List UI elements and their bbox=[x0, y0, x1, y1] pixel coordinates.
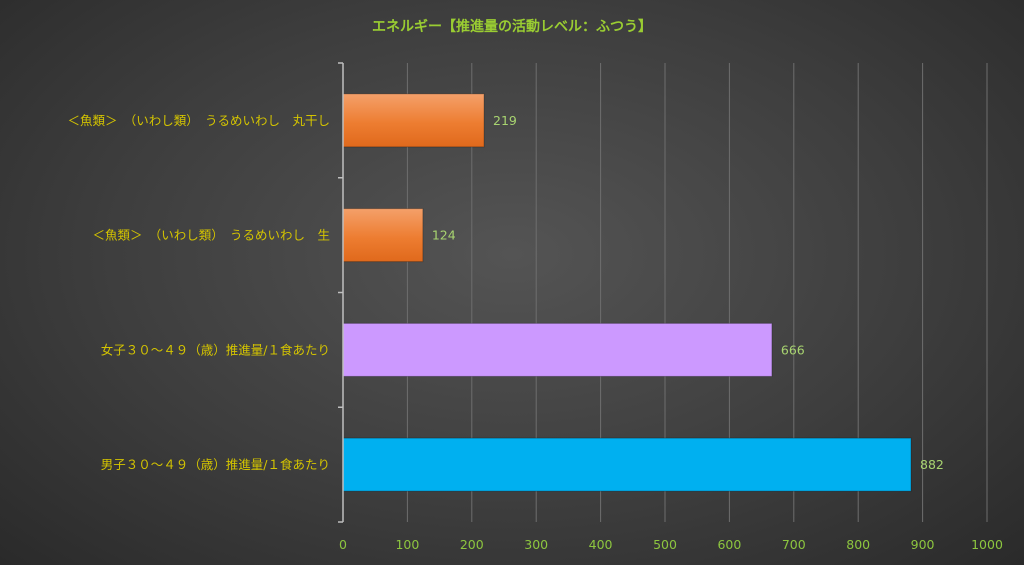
x-tick-label: 200 bbox=[460, 537, 484, 552]
category-label: ＜魚類＞ （いわし類） うるめいわし 丸干し bbox=[67, 113, 330, 128]
x-tick-label: 600 bbox=[717, 537, 741, 552]
bar bbox=[342, 208, 424, 263]
data-label: 882 bbox=[920, 457, 944, 472]
x-tick-label: 100 bbox=[395, 537, 419, 552]
x-tick-label: 400 bbox=[589, 537, 613, 552]
labels: 0 100 200 300 400 500 600 700 800 900 1000 ＜魚類＞ （いわ… bbox=[67, 113, 1002, 552]
data-label: 666 bbox=[781, 342, 805, 357]
x-tick-label: 300 bbox=[524, 537, 548, 552]
axes bbox=[338, 62, 344, 523]
x-tick-label: 900 bbox=[911, 537, 935, 552]
category-label: 男子３０～４９（歳）推進量/１食あたり bbox=[101, 457, 330, 472]
x-tick-label: 800 bbox=[846, 537, 870, 552]
chart-title: エネルギー【推進量の活動レベル：ふつう】 bbox=[372, 18, 652, 35]
x-tick-label: 1000 bbox=[971, 537, 1003, 552]
data-label: 124 bbox=[432, 228, 456, 243]
bar bbox=[342, 93, 485, 148]
bars bbox=[342, 93, 912, 492]
x-tick-label: 700 bbox=[782, 537, 806, 552]
x-tick-label: 500 bbox=[653, 537, 677, 552]
bar bbox=[342, 322, 773, 377]
category-label: 女子３０～４９（歳）推進量/１食あたり bbox=[101, 342, 330, 357]
category-label: ＜魚類＞ （いわし類） うるめいわし 生 bbox=[92, 228, 330, 243]
bar bbox=[342, 437, 912, 492]
data-label: 219 bbox=[493, 113, 517, 128]
x-tick-label: 0 bbox=[339, 537, 347, 552]
